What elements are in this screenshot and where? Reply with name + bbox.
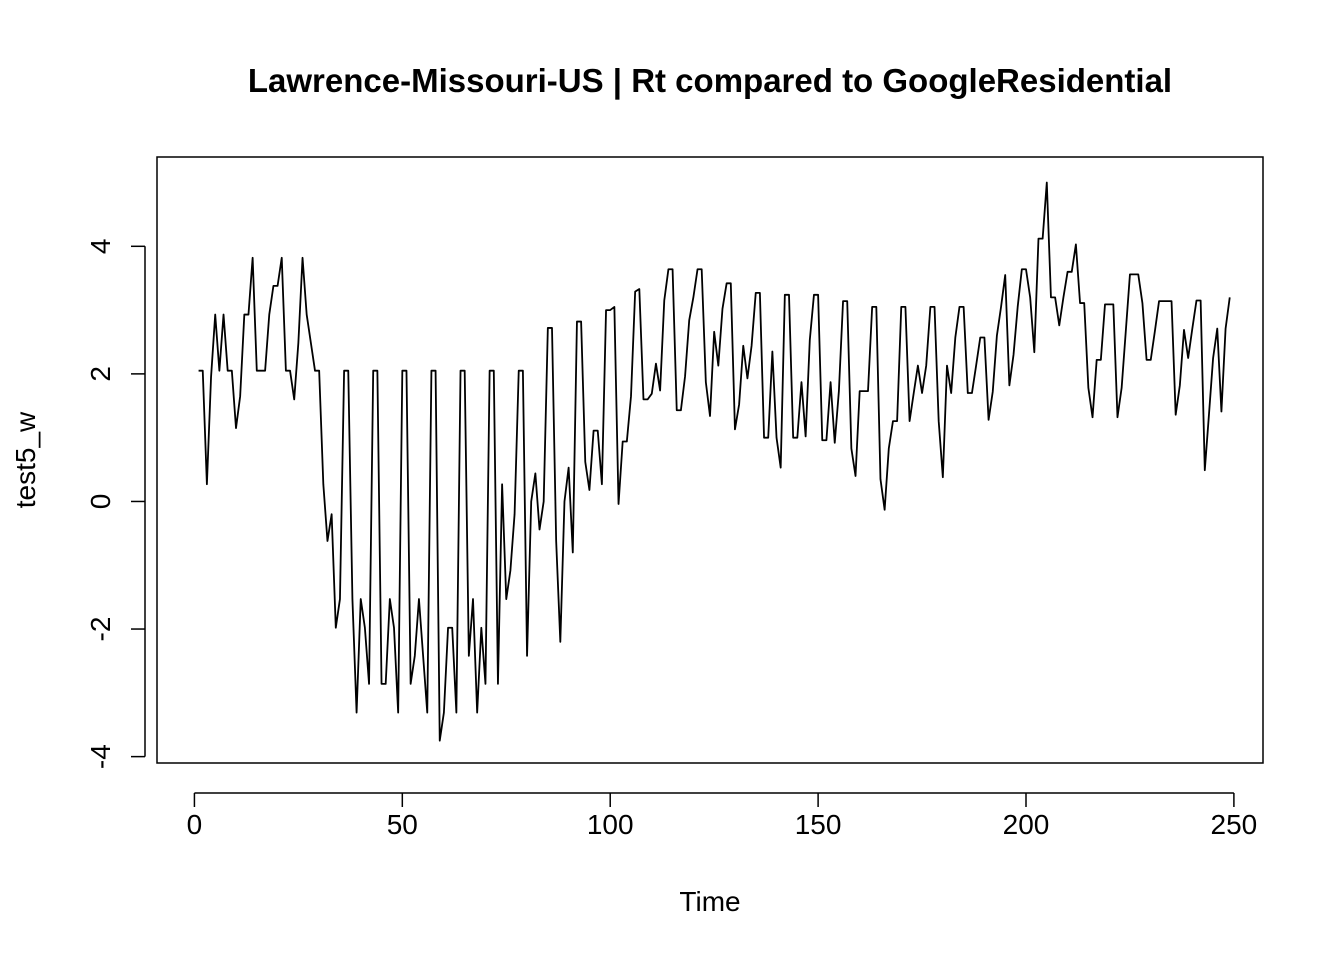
x-tick-label: 200 xyxy=(1003,809,1050,840)
y-tick-label: 4 xyxy=(85,239,116,255)
x-tick-label: 150 xyxy=(795,809,842,840)
x-axis-title: Time xyxy=(679,886,740,917)
x-tick-label: 100 xyxy=(587,809,634,840)
series-line xyxy=(198,181,1231,742)
y-tick-label: -4 xyxy=(85,744,116,769)
x-tick-label: 0 xyxy=(187,809,203,840)
x-tick-label: 250 xyxy=(1211,809,1258,840)
y-tick-label: 2 xyxy=(85,366,116,382)
y-axis: -4 -2 0 2 4 xyxy=(85,239,146,769)
y-tick-label: 0 xyxy=(85,494,116,510)
plot-frame xyxy=(156,156,1264,764)
chart-title: Lawrence-Missouri-US | Rt compared to Go… xyxy=(248,62,1172,99)
x-tick-label: 50 xyxy=(387,809,418,840)
y-tick-label: -2 xyxy=(85,617,116,642)
y-axis-title: test5_w xyxy=(10,411,41,508)
x-axis: 0 50 100 150 200 250 xyxy=(187,792,1258,840)
